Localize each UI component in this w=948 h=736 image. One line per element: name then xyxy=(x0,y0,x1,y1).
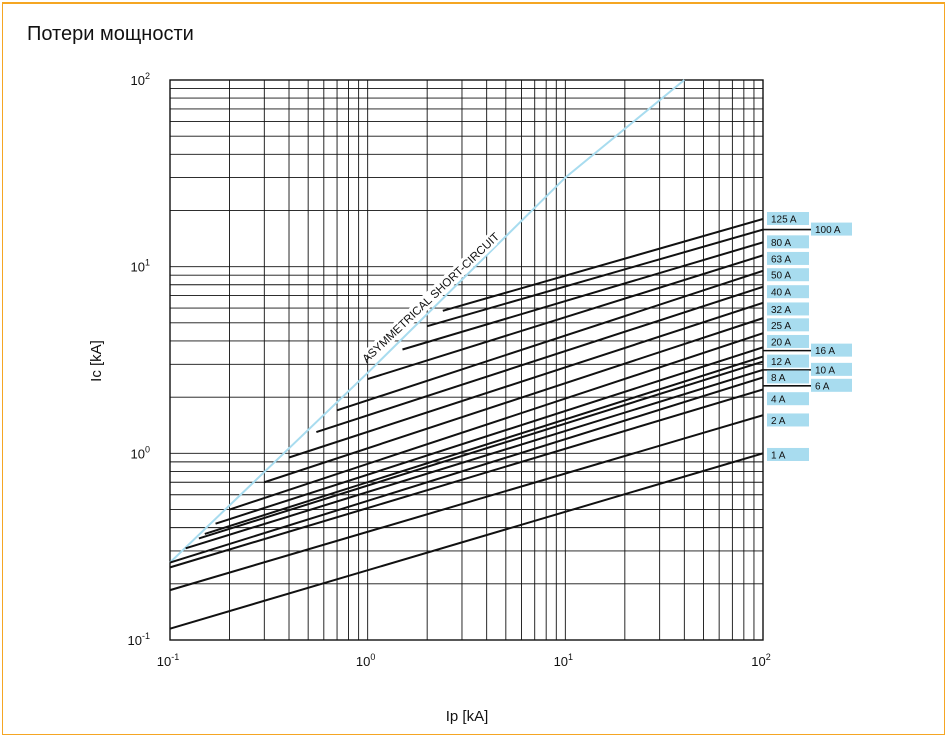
x-tick-label: 10-1 xyxy=(157,652,179,669)
grid xyxy=(169,79,764,641)
rating-label-bg xyxy=(767,413,809,427)
rating-label-bg xyxy=(811,378,852,392)
rating-label: 32 A xyxy=(771,305,791,316)
rating-label: 16 A xyxy=(815,346,835,357)
x-axis-label: Ip [kA] xyxy=(446,708,489,725)
rating-curve xyxy=(204,355,764,535)
rating-label-bg xyxy=(767,235,809,249)
rating-label-bg xyxy=(767,318,809,332)
rating-curve xyxy=(169,388,764,569)
rating-label-bg xyxy=(811,362,852,376)
rating-curve xyxy=(426,228,764,328)
asymmetrical-label-bg xyxy=(364,234,498,361)
rating-label-bg xyxy=(767,392,809,406)
y-tick-label: 100 xyxy=(131,444,150,461)
rating-label-bg xyxy=(767,285,809,299)
rating-curve xyxy=(288,301,764,459)
axis-ticks: 10-1 100 101 102 10-1 100 101 102 xyxy=(128,71,771,669)
rating-curves xyxy=(169,218,764,630)
rating-label-bg xyxy=(767,302,809,316)
rating-label: 40 A xyxy=(771,288,791,299)
page-title: Потери мощности xyxy=(27,23,194,45)
rating-curve xyxy=(316,285,764,434)
rating-curve xyxy=(229,332,764,511)
rating-curve xyxy=(367,254,764,381)
rating-label: 100 A xyxy=(815,225,841,236)
x-tick-label: 101 xyxy=(554,652,573,669)
rating-label: 8 A xyxy=(771,373,786,384)
rating-label: 25 A xyxy=(771,321,791,332)
rating-curve xyxy=(402,241,764,351)
rating-curve xyxy=(169,376,764,564)
rating-label: 4 A xyxy=(771,395,786,406)
rating-curve xyxy=(215,346,764,525)
asymmetrical-short-circuit-line xyxy=(169,79,685,564)
rating-label: 125 A xyxy=(771,215,797,226)
rating-label: 1 A xyxy=(771,450,786,461)
rating-label-bg xyxy=(767,251,809,265)
rating-curve xyxy=(198,360,764,540)
rating-label: 63 A xyxy=(771,254,791,265)
rating-label-bg xyxy=(767,268,809,282)
rating-labels: 125 A 100 A 80 A 63 A 50 A 40 A 32 A 25 A 20 A 16… xyxy=(763,212,852,461)
rating-label: 20 A xyxy=(771,337,791,348)
rating-curve xyxy=(442,218,764,312)
x-tick-label: 100 xyxy=(356,652,375,669)
rating-label: 12 A xyxy=(771,357,791,368)
y-tick-label: 102 xyxy=(131,71,150,88)
rating-label-bg xyxy=(811,343,852,357)
plot-border xyxy=(169,79,764,641)
rating-label-bg xyxy=(767,354,809,368)
rating-label-bg xyxy=(811,222,852,236)
y-tick-label: 101 xyxy=(131,258,150,275)
rating-label: 50 A xyxy=(771,271,791,282)
rating-label: 80 A xyxy=(771,238,791,249)
rating-label-bg xyxy=(767,447,809,461)
x-tick-label: 102 xyxy=(751,652,770,669)
y-tick-label: 10-1 xyxy=(128,631,150,648)
asymmetrical-label: ASYMMETRICAL SHORT-CIRCUIT xyxy=(361,231,503,366)
rating-label: 2 A xyxy=(771,416,786,427)
y-axis-label: Ic [kA] xyxy=(88,340,105,382)
rating-curve xyxy=(185,368,764,550)
rating-label-bg xyxy=(767,212,809,226)
rating-label: 10 A xyxy=(815,365,835,376)
rating-curve xyxy=(263,317,764,484)
rating-curve xyxy=(169,414,764,592)
rating-curve xyxy=(169,452,764,630)
rating-label: 6 A xyxy=(815,381,830,392)
rating-label-bg xyxy=(767,334,809,348)
rating-label-bg xyxy=(767,370,809,384)
rating-curve xyxy=(336,269,764,412)
